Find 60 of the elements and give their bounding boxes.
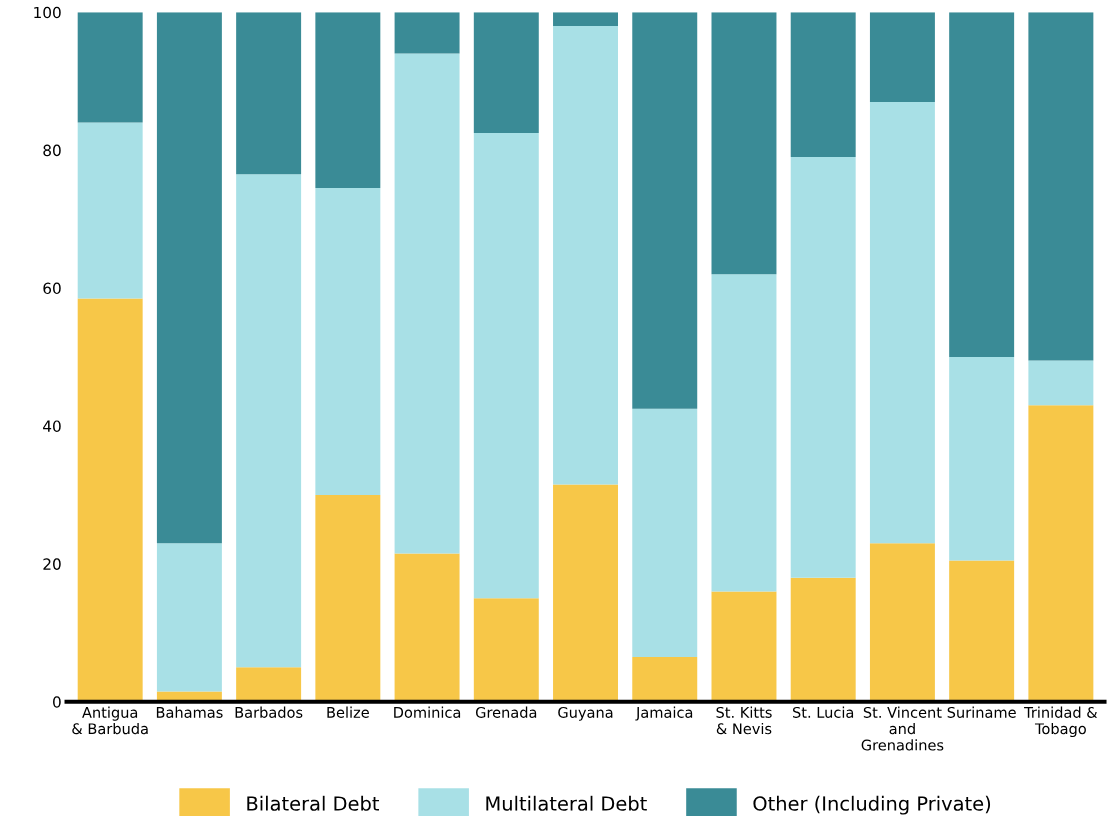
bar [77,298,143,702]
bar [1028,360,1094,406]
bar [473,132,539,599]
bar [77,12,143,123]
x-tick-label: St. Lucia [792,706,854,718]
y-tick-label: 80 [43,144,61,157]
x-tick-label: Antigua & Barbuda [72,706,148,735]
bar [553,12,619,27]
bar [473,598,539,702]
bar [790,12,856,158]
x-tick-label: Guyana [558,706,613,721]
bar [473,12,539,133]
x-tick-label: St. Vincent and Grenadines [861,706,944,751]
bar [869,101,935,544]
bar [790,577,856,702]
bar [236,667,302,702]
bar [315,494,381,702]
bar [394,53,460,554]
bar [1028,12,1094,361]
x-tick-label: St. Kitts & Nevis [716,706,772,735]
bar [156,543,222,692]
bar [711,274,777,592]
bar [315,188,381,495]
x-tick-label: Suriname [947,706,1016,718]
bar [1028,405,1094,702]
x-tick-label: Belize [327,706,369,718]
x-tick-label: Bahamas [156,706,223,718]
y-tick-label: 0 [53,696,61,708]
bar [711,591,777,702]
x-tick-label: Trinidad & Tobago [1024,706,1098,738]
bar [632,408,698,657]
y-tick-label: 40 [43,420,61,432]
bar [869,12,935,102]
bar [553,484,619,702]
bar [949,560,1015,702]
bar [394,553,460,702]
legend-label: Bilateral Debt [247,795,380,811]
bar [236,174,302,668]
bar [77,122,143,299]
y-tick-label: 60 [43,282,61,295]
x-tick-label: Dominica [394,706,461,718]
y-tick-label: 100 [34,6,61,19]
bar [711,12,777,275]
legend-label: Multilateral Debt [486,795,647,811]
y-tick-label: 20 [43,558,61,570]
legend-label: Other (Including Private) [753,795,991,815]
bar [949,357,1015,561]
bar [949,12,1015,357]
bar [790,157,856,578]
bar [869,543,935,702]
x-tick-label: Jamaica [635,706,693,721]
x-tick-label: Barbados [235,706,303,718]
x-tick-label: Grenada [475,706,537,718]
bar [632,12,698,409]
bar [553,26,619,485]
bar [394,12,460,54]
bar [156,12,222,544]
bar [236,12,302,175]
bar [315,12,381,189]
bar [632,656,698,702]
